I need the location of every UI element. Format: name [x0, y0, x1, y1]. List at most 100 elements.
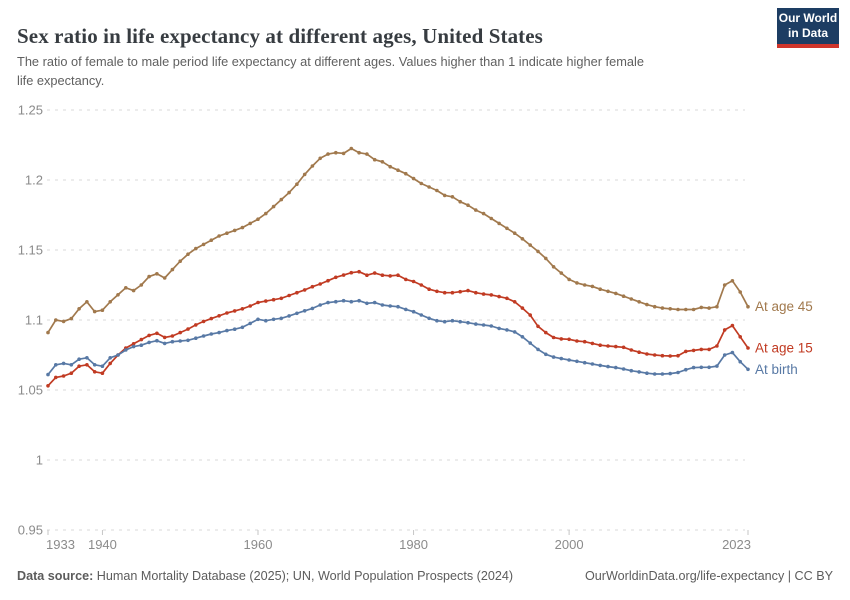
data-point — [707, 365, 711, 370]
data-point — [349, 270, 354, 275]
data-point — [684, 349, 688, 354]
owid-url-link[interactable]: OurWorldinData.org/life-expectancy | CC … — [584, 569, 833, 583]
data-point — [365, 273, 369, 278]
data-point — [466, 203, 470, 207]
data-point — [69, 316, 74, 321]
data-point — [668, 307, 672, 311]
data-point — [707, 347, 711, 352]
data-point — [256, 300, 260, 305]
data-source-text: Human Mortality Database (2025); UN, Wor… — [93, 569, 514, 583]
data-point — [559, 271, 564, 275]
data-point — [92, 370, 97, 374]
data-point — [302, 172, 307, 177]
data-point — [178, 339, 182, 343]
data-point — [61, 361, 66, 366]
data-point — [139, 283, 144, 287]
data-point — [124, 286, 128, 290]
data-point — [92, 363, 97, 367]
data-point — [489, 293, 494, 297]
data-point — [225, 231, 229, 235]
data-point — [170, 339, 175, 344]
data-point — [264, 318, 268, 323]
x-tick-label: 1933 — [46, 537, 75, 552]
data-point — [668, 371, 672, 376]
data-point — [497, 294, 501, 299]
series-label-at-age-45: At age 45 — [755, 299, 813, 314]
data-point — [699, 365, 704, 370]
x-axis-labels: 1933 1940 1960 1980 2000 2023 — [46, 530, 751, 552]
page-title: Sex ratio in life expectancy at differen… — [17, 24, 543, 49]
data-point — [668, 354, 672, 358]
data-point — [116, 293, 120, 297]
data-point — [194, 246, 198, 251]
line-at-birth — [47, 299, 749, 376]
data-point — [264, 211, 268, 216]
series-label-at-age-15: At age 15 — [755, 341, 813, 356]
data-point — [310, 306, 315, 311]
data-point — [194, 323, 198, 327]
data-point — [131, 344, 136, 349]
data-point — [419, 283, 424, 287]
data-point — [178, 259, 182, 264]
data-point — [544, 330, 548, 335]
data-point — [310, 284, 315, 289]
data-point — [652, 353, 657, 357]
data-point — [357, 298, 361, 303]
data-point — [559, 356, 564, 361]
data-point — [512, 300, 517, 304]
data-point — [512, 231, 517, 235]
data-point — [621, 294, 626, 299]
data-point — [411, 309, 416, 314]
gridlines — [47, 109, 745, 531]
data-point — [279, 316, 284, 321]
data-point — [155, 272, 159, 276]
data-point — [318, 303, 323, 307]
data-point — [264, 299, 268, 303]
data-point — [279, 296, 284, 301]
data-point — [614, 291, 618, 296]
data-point — [458, 319, 463, 324]
chart-subtitle: The ratio of female to male period life … — [17, 53, 762, 90]
data-point — [528, 243, 532, 247]
data-point — [684, 307, 688, 312]
owid-logo-line-2: in Data — [787, 26, 828, 40]
data-point — [715, 304, 719, 309]
data-point — [201, 319, 206, 324]
data-point — [590, 341, 595, 346]
data-point — [287, 314, 291, 318]
data-point — [466, 288, 470, 293]
data-point — [614, 365, 618, 370]
data-point — [505, 226, 509, 231]
data-point — [139, 343, 144, 348]
data-point — [621, 367, 626, 371]
data-point — [730, 279, 735, 283]
data-point — [676, 307, 680, 312]
data-point — [217, 330, 221, 335]
data-point — [232, 309, 237, 313]
data-point — [310, 164, 315, 168]
data-point — [232, 228, 237, 233]
data-point — [302, 288, 307, 292]
data-point — [318, 156, 323, 161]
data-point — [536, 249, 540, 254]
data-point — [326, 278, 330, 283]
data-point — [85, 363, 89, 367]
data-point — [396, 168, 400, 172]
data-point — [287, 293, 291, 298]
data-point — [295, 311, 299, 316]
data-point — [582, 339, 587, 344]
data-point — [722, 283, 727, 287]
data-point — [108, 361, 112, 366]
data-source-label: Data source: — [17, 569, 94, 583]
y-tick-label: 1.1 — [25, 313, 43, 328]
chart-footer: Data source: Human Mortality Database (2… — [17, 569, 833, 583]
data-point — [404, 171, 408, 176]
data-point — [629, 297, 634, 301]
data-point — [606, 364, 610, 369]
data-point — [170, 334, 175, 338]
x-tick-label: 2000 — [555, 537, 584, 552]
owid-logo-line-1: Our World — [778, 11, 838, 25]
data-point — [388, 304, 393, 308]
y-tick-label: 1.15 — [18, 243, 43, 258]
